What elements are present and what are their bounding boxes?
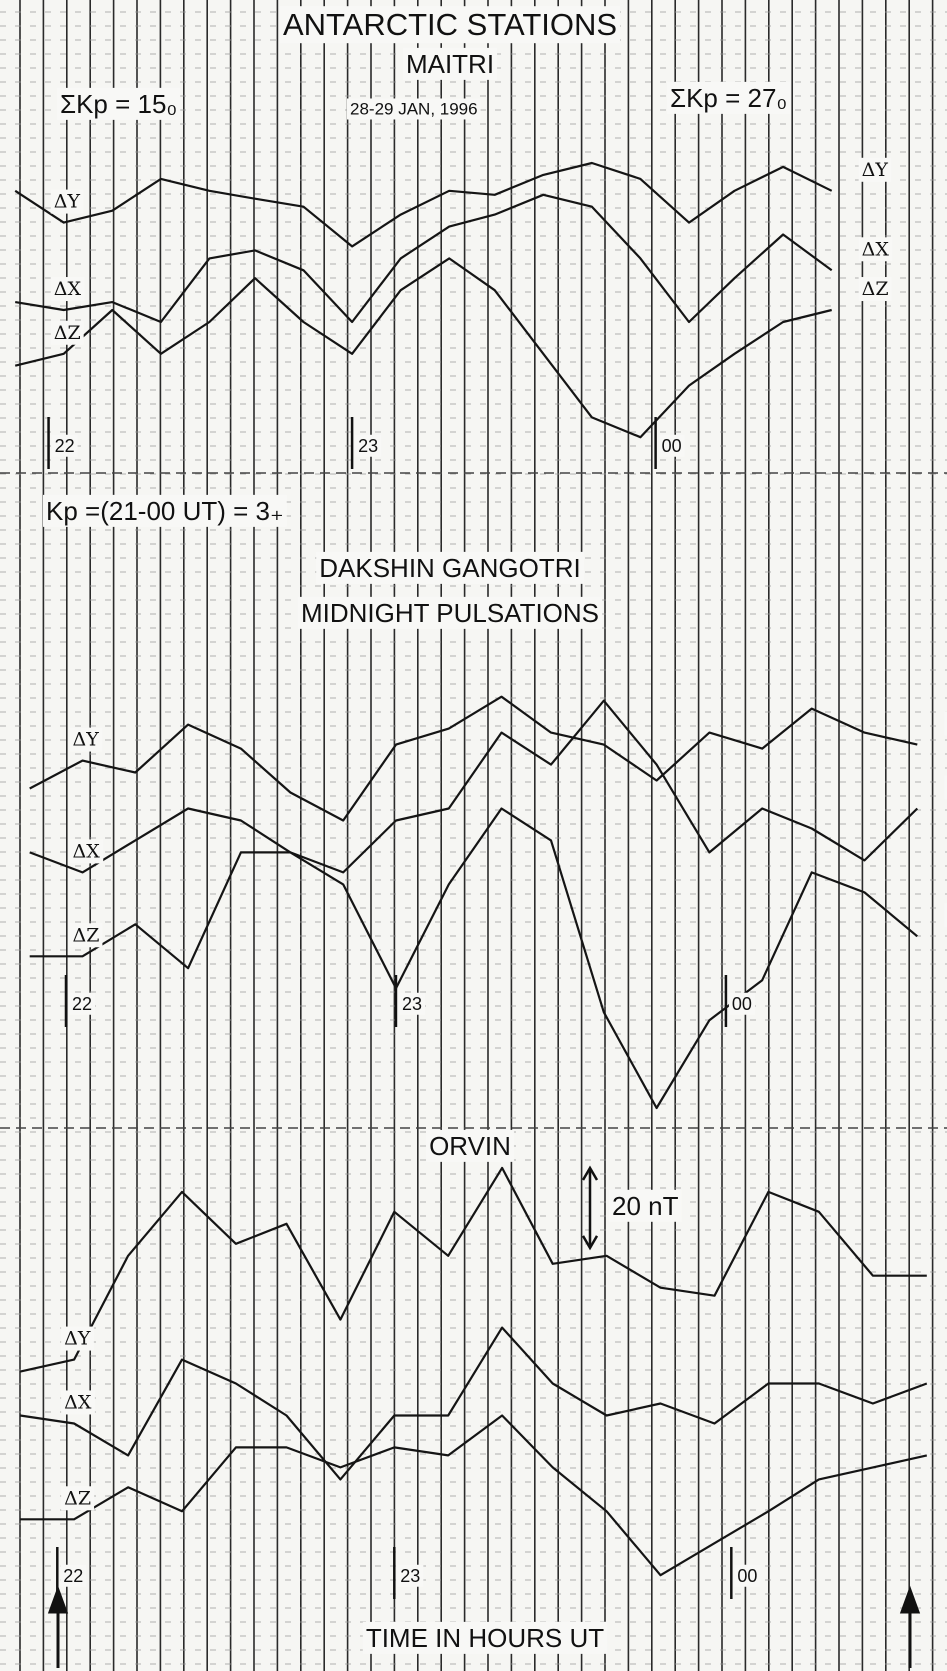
- x-tick-label: 22: [63, 1566, 83, 1586]
- traces: [14, 161, 928, 1599]
- label-background: [279, 6, 621, 44]
- label-background: [728, 992, 755, 1015]
- series-label: ΔY: [54, 191, 81, 213]
- label-background: [858, 237, 893, 262]
- label-background: [50, 277, 85, 302]
- x-tick-label: 23: [358, 436, 378, 456]
- x-tick-label: 00: [737, 1566, 757, 1586]
- panel-subtitle: MIDNIGHT PULSATIONS: [301, 598, 599, 628]
- trace: [19, 1166, 927, 1373]
- label-background: [426, 1129, 514, 1162]
- label-background: [944, 775, 947, 800]
- label-background: [944, 903, 947, 928]
- series-label: ΔX: [64, 1391, 92, 1413]
- station-name: MAITRI: [406, 49, 494, 79]
- label-background: [667, 81, 791, 114]
- x-tick-label: 22: [72, 994, 92, 1014]
- label-background: [316, 551, 584, 584]
- label-background: [362, 1621, 608, 1654]
- station-name: ORVIN: [429, 1131, 511, 1161]
- series-label: ΔZ: [54, 322, 81, 344]
- trace: [14, 257, 832, 439]
- label-background: [609, 1189, 682, 1222]
- x-tick-label: 00: [662, 436, 682, 456]
- x-tick-label: 22: [55, 436, 75, 456]
- series-label: ΔX: [54, 278, 82, 300]
- label-background: [734, 1564, 761, 1587]
- label-background: [69, 839, 104, 864]
- trace: [20, 1414, 928, 1577]
- label-background: [69, 923, 103, 948]
- series-label: ΔZ: [862, 278, 889, 300]
- trace: [29, 695, 918, 822]
- series-label: ΔZ: [64, 1487, 91, 1509]
- trace: [14, 161, 833, 248]
- label-background: [402, 47, 498, 80]
- trace: [15, 193, 833, 324]
- label-background: [355, 434, 382, 457]
- series-label: ΔZ: [72, 924, 99, 946]
- x-tick-label: 23: [400, 1566, 420, 1586]
- label-background: [50, 189, 84, 214]
- x-axis-label: TIME IN HOURS UT: [366, 1623, 604, 1653]
- label-background: [347, 98, 481, 120]
- x-tick-label: 23: [402, 994, 422, 1014]
- series-label: ΔY: [72, 729, 99, 751]
- label-background: [397, 1564, 424, 1587]
- series-label: ΔY: [862, 159, 889, 181]
- station-name: DAKSHIN GANGOTRI: [319, 553, 580, 583]
- label-background: [43, 494, 287, 527]
- scale-arrowhead: [581, 1165, 599, 1251]
- panel-title: ANTARCTIC STATIONS: [283, 7, 617, 42]
- label-background: [398, 992, 425, 1015]
- label-background: [60, 1564, 87, 1587]
- scale-label: 20 nT: [612, 1191, 679, 1221]
- series-label: ΔX: [862, 238, 890, 260]
- trace: [29, 807, 919, 1110]
- label-background: [858, 277, 892, 302]
- label-background: [61, 1326, 94, 1351]
- label-background: [68, 992, 96, 1015]
- trace: [20, 1326, 928, 1481]
- label-background: [944, 711, 947, 736]
- series-label: ΔY: [64, 1328, 91, 1350]
- label-background: [57, 87, 181, 120]
- trace: [29, 699, 919, 874]
- annotation: ΣKp = 27₀: [670, 83, 787, 113]
- label-background: [297, 596, 603, 629]
- event-arrows: [47, 1585, 921, 1668]
- label-background: [658, 434, 685, 457]
- labels: ANTARCTIC STATIONS MAITRI ΣKp = 15₀ 28-2…: [43, 6, 947, 1654]
- label-background: [61, 1486, 95, 1511]
- series-label: ΔX: [72, 840, 100, 862]
- x-tick-label: 00: [732, 994, 752, 1014]
- label-background: [51, 434, 78, 457]
- annotation: ΣKp = 15₀: [60, 89, 177, 119]
- label-background: [61, 1390, 95, 1415]
- annotation: Kp =(21-00 UT) = 3₊: [46, 496, 284, 526]
- label-background: [50, 320, 84, 345]
- label-background: [858, 157, 892, 182]
- date: 28-29 JAN, 1996: [350, 99, 478, 118]
- label-background: [69, 727, 103, 752]
